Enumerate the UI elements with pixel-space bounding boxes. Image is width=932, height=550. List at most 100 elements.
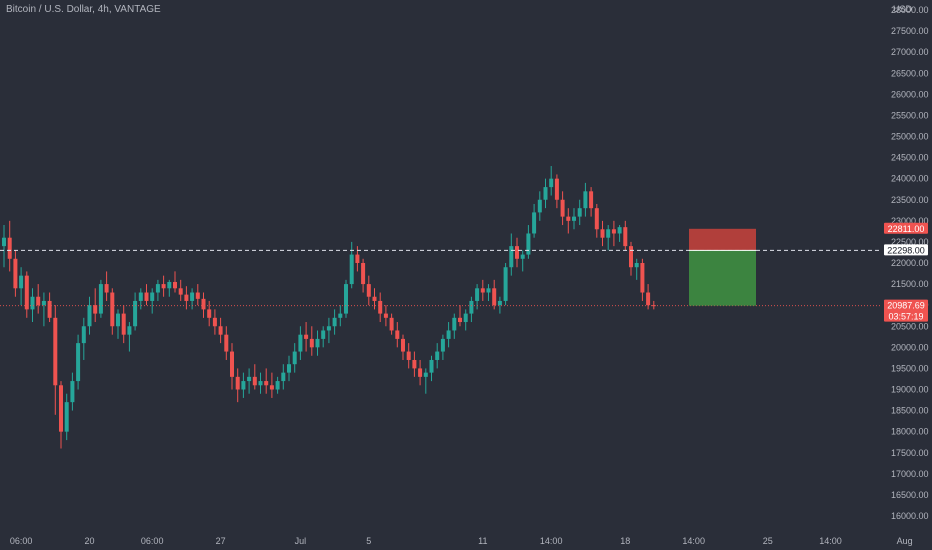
candle-body [469, 300, 474, 314]
candle-body [304, 334, 309, 339]
candle-body [435, 351, 440, 360]
candle [24, 271, 29, 318]
candle-body [195, 292, 200, 299]
candle-body [349, 254, 354, 285]
candle-body [275, 381, 280, 390]
stop-loss-zone [689, 228, 756, 251]
candle-body [617, 227, 622, 234]
x-tick-label: 5 [366, 536, 371, 546]
candle-body [492, 288, 497, 306]
candle-body [611, 229, 616, 234]
entry-price-tag-bg [884, 244, 928, 256]
candle-body [138, 292, 143, 301]
candle [646, 284, 651, 310]
candle [138, 288, 143, 310]
y-tick-label: 22000.00 [891, 258, 929, 268]
y-tick-label: 24500.00 [891, 153, 929, 163]
candle-body [70, 381, 75, 403]
candle [287, 355, 291, 382]
candle-body [47, 300, 52, 318]
candle-body [241, 381, 246, 390]
candle-body [7, 237, 12, 259]
candle [532, 203, 537, 238]
candle [617, 225, 622, 242]
candle-body [264, 381, 269, 386]
candle [70, 372, 75, 411]
y-tick-label: 16000.00 [891, 511, 929, 521]
x-tick-label: 11 [478, 536, 487, 546]
candle [572, 208, 576, 230]
candle-body [218, 326, 223, 335]
candle-body [629, 246, 633, 268]
candle-body [150, 292, 155, 301]
candle [133, 292, 138, 331]
candle-body [583, 191, 588, 209]
candle [372, 288, 377, 310]
candle-body [589, 191, 594, 209]
take-profit-zone [689, 250, 756, 306]
candle [258, 372, 263, 394]
candle-body [412, 359, 417, 369]
y-tick-label: 19000.00 [891, 385, 929, 395]
candle-body [452, 317, 457, 331]
candle-body [406, 351, 411, 360]
candle [292, 343, 297, 373]
candle-body [594, 208, 599, 230]
x-tick-label: 14:00 [819, 536, 842, 546]
last-price-tag: 20987.69 [887, 301, 925, 311]
candle [446, 322, 451, 348]
candle [93, 288, 98, 323]
y-tick-label: 21500.00 [891, 279, 929, 289]
candle-body [321, 330, 326, 339]
candle [76, 334, 81, 390]
candle [560, 191, 565, 226]
x-tick-label: 14:00 [540, 536, 563, 546]
candle-body [315, 338, 320, 348]
candle [606, 225, 611, 251]
candle-body [155, 284, 160, 293]
candle [212, 309, 217, 335]
time-axis[interactable]: 06:00 20 06:00 27 Jul 5 11 14:00 18 14:00 25 14:00 A… [10, 536, 932, 546]
candle [440, 334, 445, 360]
candle [366, 275, 371, 306]
candle-body [520, 254, 525, 259]
candle [98, 279, 103, 318]
candle [509, 233, 514, 276]
candle [59, 381, 63, 449]
candle-body [93, 305, 98, 314]
candle-body [212, 317, 217, 327]
candle-body [81, 326, 86, 344]
candle [344, 279, 348, 318]
stop-price-tag: 22811.00 [888, 224, 925, 234]
candle [13, 250, 18, 297]
candle [412, 351, 417, 377]
candle [298, 326, 303, 360]
candle [173, 271, 177, 293]
candle-body [526, 233, 531, 255]
candle-body [480, 288, 485, 293]
x-tick-label: 14:00 [682, 536, 705, 546]
candle [275, 376, 280, 394]
candle-body [600, 229, 605, 238]
candle-body [446, 330, 451, 339]
position-tool[interactable] [0, 228, 880, 307]
candle-body [281, 372, 286, 382]
candle [53, 305, 58, 415]
y-tick-label: 22500.00 [891, 237, 929, 247]
candle-body [36, 296, 41, 306]
price-axis[interactable]: 16000.00 16500.00 17000.00 17500.00 18000.00… [891, 5, 929, 521]
y-tick-label: 19500.00 [891, 363, 929, 373]
candle-body [486, 288, 491, 293]
candle [401, 334, 405, 360]
candle-body [338, 313, 343, 318]
y-tick-label: 23500.00 [891, 195, 929, 205]
candle [241, 372, 246, 398]
candle [480, 279, 485, 301]
candle [332, 309, 337, 335]
candle-body [554, 178, 559, 200]
candle [651, 300, 656, 310]
candle [515, 237, 519, 268]
y-tick-label: 16500.00 [891, 490, 929, 500]
candle-body [64, 402, 69, 432]
